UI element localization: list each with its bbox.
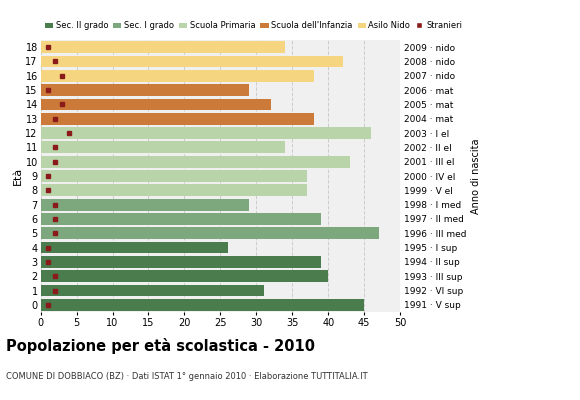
Bar <box>41 98 271 110</box>
Bar <box>41 199 249 210</box>
Bar <box>41 142 285 153</box>
Bar <box>41 56 343 67</box>
Y-axis label: Anno di nascita: Anno di nascita <box>471 138 481 214</box>
Bar <box>41 84 249 96</box>
Legend: Sec. II grado, Sec. I grado, Scuola Primaria, Scuola dell'Infanzia, Asilo Nido, : Sec. II grado, Sec. I grado, Scuola Prim… <box>45 21 462 30</box>
Bar <box>41 184 307 196</box>
Bar <box>41 70 314 82</box>
Bar <box>41 127 371 139</box>
Bar <box>41 270 328 282</box>
Bar <box>41 285 263 296</box>
Text: COMUNE DI DOBBIACO (BZ) · Dati ISTAT 1° gennaio 2010 · Elaborazione TUTTITALIA.I: COMUNE DI DOBBIACO (BZ) · Dati ISTAT 1° … <box>6 372 367 381</box>
Bar <box>41 299 364 311</box>
Bar <box>41 256 321 268</box>
Bar <box>41 227 379 239</box>
Bar <box>41 113 314 125</box>
Text: Popolazione per età scolastica - 2010: Popolazione per età scolastica - 2010 <box>6 338 315 354</box>
Bar <box>41 242 227 254</box>
Bar <box>41 170 307 182</box>
Bar <box>41 213 321 225</box>
Bar <box>41 156 350 168</box>
Bar <box>41 41 285 53</box>
Y-axis label: Età: Età <box>13 167 23 185</box>
